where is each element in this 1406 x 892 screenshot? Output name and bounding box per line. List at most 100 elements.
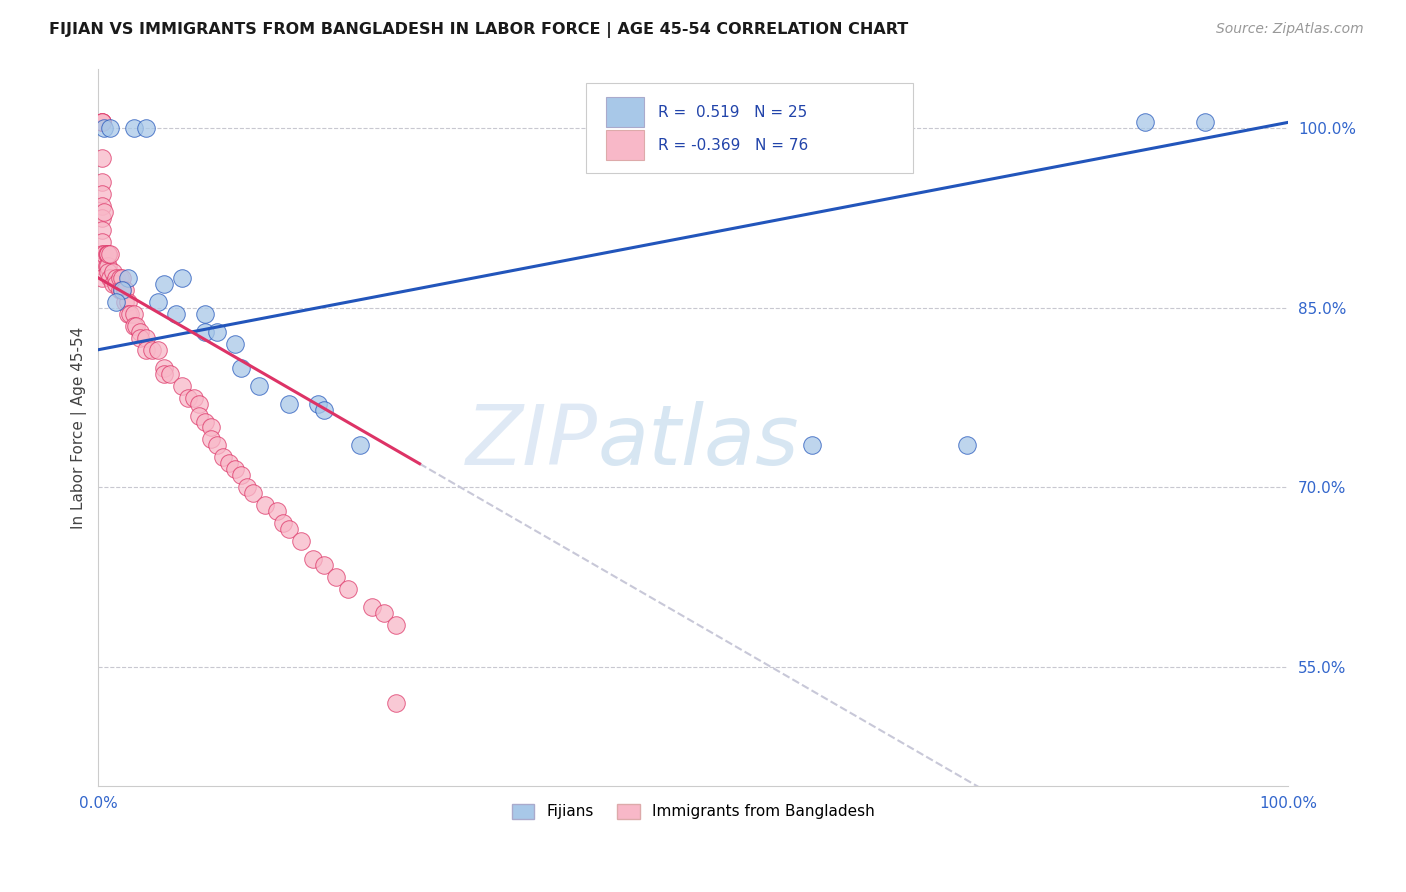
Point xyxy=(117,271,139,285)
Point xyxy=(152,367,174,381)
Point xyxy=(194,307,217,321)
Point xyxy=(117,294,139,309)
Point xyxy=(105,277,128,291)
Point xyxy=(956,438,979,452)
Point xyxy=(146,294,169,309)
Point xyxy=(97,247,120,261)
Point xyxy=(271,516,294,531)
Point xyxy=(120,307,142,321)
Point xyxy=(93,205,115,219)
Point xyxy=(146,343,169,357)
Point xyxy=(236,480,259,494)
Point xyxy=(97,265,120,279)
Point xyxy=(125,318,148,333)
Point xyxy=(90,175,112,189)
Point xyxy=(90,271,112,285)
Point xyxy=(122,307,145,321)
Point xyxy=(108,271,131,285)
Point xyxy=(301,552,323,566)
Point xyxy=(1194,115,1216,129)
Point xyxy=(1135,115,1157,129)
Point xyxy=(200,420,222,434)
Point xyxy=(170,271,193,285)
Point xyxy=(373,606,395,620)
Point xyxy=(111,271,134,285)
Y-axis label: In Labor Force | Age 45-54: In Labor Force | Age 45-54 xyxy=(72,326,87,529)
Point xyxy=(308,396,330,410)
Point xyxy=(135,121,157,136)
Point xyxy=(385,696,408,710)
Point xyxy=(194,325,217,339)
Point xyxy=(212,450,235,465)
Point xyxy=(105,294,128,309)
Point xyxy=(277,396,299,410)
Point xyxy=(93,121,115,136)
Point xyxy=(114,294,136,309)
Point xyxy=(277,522,299,536)
Point xyxy=(90,115,112,129)
Point xyxy=(229,468,252,483)
Point xyxy=(129,331,152,345)
Point xyxy=(90,115,112,129)
Point xyxy=(361,599,384,614)
Point xyxy=(97,247,120,261)
Point xyxy=(98,121,121,136)
Point xyxy=(135,331,157,345)
Bar xyxy=(606,130,644,161)
Point xyxy=(96,247,118,261)
Point xyxy=(247,378,270,392)
Point xyxy=(90,115,112,129)
Point xyxy=(325,570,347,584)
Point xyxy=(96,259,118,273)
Legend: Fijians, Immigrants from Bangladesh: Fijians, Immigrants from Bangladesh xyxy=(506,797,882,825)
Point xyxy=(135,343,157,357)
Point xyxy=(290,534,312,549)
Point xyxy=(337,582,360,596)
Point xyxy=(108,283,131,297)
Point xyxy=(159,367,181,381)
Text: ZIP: ZIP xyxy=(465,401,598,483)
Text: FIJIAN VS IMMIGRANTS FROM BANGLADESH IN LABOR FORCE | AGE 45-54 CORRELATION CHAR: FIJIAN VS IMMIGRANTS FROM BANGLADESH IN … xyxy=(49,22,908,38)
Point xyxy=(188,409,211,423)
Point xyxy=(90,199,112,213)
Point xyxy=(90,235,112,249)
Point xyxy=(314,558,336,573)
Text: atlas: atlas xyxy=(598,401,800,483)
Point xyxy=(90,187,112,202)
FancyBboxPatch shape xyxy=(586,83,914,173)
Bar xyxy=(606,97,644,128)
Point xyxy=(152,277,174,291)
Point xyxy=(165,307,187,321)
Point xyxy=(90,211,112,225)
Point xyxy=(266,504,288,518)
Point xyxy=(188,396,211,410)
Point xyxy=(122,121,145,136)
Point xyxy=(122,318,145,333)
Point xyxy=(170,378,193,392)
Point xyxy=(176,391,198,405)
Point xyxy=(253,498,276,512)
Point xyxy=(114,283,136,297)
Point xyxy=(229,360,252,375)
Point xyxy=(97,259,120,273)
Point xyxy=(90,151,112,165)
Point xyxy=(314,402,336,417)
Point xyxy=(207,325,229,339)
Point xyxy=(218,457,240,471)
Point xyxy=(101,265,124,279)
Text: Source: ZipAtlas.com: Source: ZipAtlas.com xyxy=(1216,22,1364,37)
Point xyxy=(385,618,408,632)
Point xyxy=(111,283,134,297)
Point xyxy=(90,247,112,261)
Point xyxy=(98,247,121,261)
Point xyxy=(152,360,174,375)
Point xyxy=(349,438,371,452)
Point xyxy=(200,433,222,447)
Point xyxy=(93,247,115,261)
Point xyxy=(117,307,139,321)
Text: R =  0.519   N = 25: R = 0.519 N = 25 xyxy=(658,105,807,120)
Point xyxy=(801,438,824,452)
Point xyxy=(111,283,134,297)
Point xyxy=(194,415,217,429)
Point xyxy=(207,438,229,452)
